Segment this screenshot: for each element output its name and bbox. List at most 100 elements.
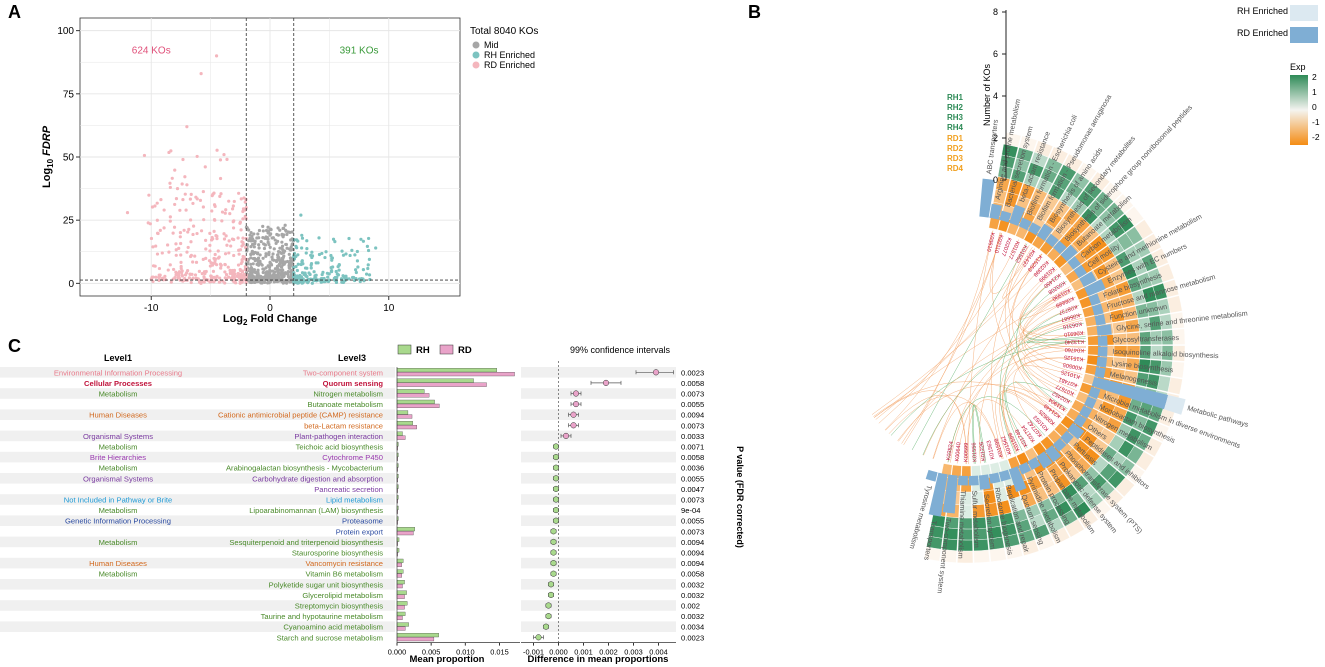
row-level1-label: Organismal Systems	[83, 474, 153, 483]
bar-rd	[396, 584, 403, 589]
point-mid	[253, 250, 257, 255]
point-rd	[219, 266, 223, 270]
point-rd	[198, 198, 203, 203]
point-mid	[288, 278, 292, 283]
point-rh	[300, 236, 305, 240]
bar-rh	[396, 558, 404, 563]
point-rd	[211, 192, 215, 196]
ko-label: K03610	[985, 232, 995, 252]
point-mid	[257, 243, 261, 247]
diff-point	[552, 496, 560, 503]
point-rd	[191, 260, 195, 264]
ko-label: K00599	[964, 443, 970, 462]
point-rd	[185, 125, 189, 129]
point-rd	[160, 251, 164, 255]
row-level3-label: Plant-pathogen interaction	[294, 432, 383, 441]
point-rd	[204, 238, 208, 243]
point-mid	[247, 239, 251, 243]
pathway-bar	[1084, 279, 1106, 297]
stamp-col-level3: Level3	[338, 353, 366, 363]
point-rd	[217, 280, 222, 284]
row-p-value: 0.0023	[681, 368, 704, 377]
legend-rh: RH	[416, 345, 430, 356]
ko-label: K02110	[993, 234, 1004, 254]
row-p-value: 0.002	[681, 602, 700, 611]
point-mid	[281, 258, 285, 262]
row-p-value: 0.0055	[681, 400, 704, 409]
link-curve	[989, 232, 1035, 294]
point-rd	[236, 275, 240, 279]
point-rd	[186, 230, 190, 234]
heat-cell	[973, 549, 990, 564]
point-rd	[147, 193, 151, 197]
row-level3-label: Teichoic acid biosynthesis	[296, 443, 384, 452]
point-mid	[251, 262, 255, 266]
link-curve	[1002, 390, 1056, 450]
point-rh	[337, 263, 341, 267]
legend-exp-title: Exp	[1290, 62, 1306, 72]
row-p-value: 0.0036	[681, 464, 704, 473]
pathway-bar	[928, 472, 948, 517]
link-curve	[991, 232, 1067, 411]
y-tick-label: 75	[63, 89, 75, 100]
point-rh	[296, 281, 301, 285]
point-rd	[240, 244, 244, 248]
volcano-points	[80, 18, 460, 296]
point-rd	[180, 182, 184, 186]
point-mid	[276, 253, 280, 257]
point-mid	[269, 262, 273, 266]
diff-point	[552, 485, 560, 492]
point-rd	[186, 245, 190, 250]
link-curve	[901, 232, 1003, 444]
sample-label-rd3: RD3	[947, 154, 964, 163]
legend-exp-tick: -1	[1312, 117, 1320, 127]
point-rd	[224, 234, 228, 238]
point-mid	[261, 224, 265, 228]
pathway-bar	[1079, 405, 1093, 419]
legend-exp-bar	[1290, 75, 1308, 145]
point-rd	[125, 211, 130, 215]
row-band	[0, 557, 395, 569]
point-rd	[218, 158, 223, 162]
pathway-bar	[1044, 445, 1062, 463]
point-rh	[296, 239, 300, 243]
point-mid	[280, 268, 285, 272]
point-mid	[249, 262, 253, 266]
point-mid	[272, 258, 276, 262]
pathway-bar	[1018, 461, 1032, 475]
point-rd	[203, 165, 207, 169]
row-level1-label: Human Diseases	[89, 411, 147, 420]
point-rd	[150, 205, 155, 209]
bar-axis-tick-label: 6	[993, 49, 998, 59]
diff-point	[552, 454, 560, 461]
diff-point	[552, 507, 560, 514]
bar-rd	[396, 382, 487, 387]
circos-plot: K03610K02110K02077K01577K01552K01437K152…	[871, 5, 1320, 594]
row-band	[0, 409, 395, 420]
stamp-col-level1: Level1	[104, 353, 132, 363]
point-rd	[183, 192, 187, 196]
point-mid	[256, 268, 260, 272]
pathway-bar	[1036, 451, 1053, 469]
point-rd	[241, 254, 245, 259]
ko-label: K03524	[946, 441, 955, 461]
point-rd	[168, 185, 172, 190]
row-p-value: 0.0055	[681, 517, 704, 526]
point-rd	[213, 259, 217, 263]
point-rd	[208, 243, 212, 247]
point-rd	[183, 175, 187, 179]
point-rd	[219, 192, 223, 196]
point-mid	[273, 238, 277, 242]
row-p-value: 0.0032	[681, 591, 704, 600]
row-band-diff	[521, 579, 676, 590]
row-p-value: 0.0033	[681, 432, 704, 441]
point-rd	[220, 219, 224, 223]
point-rd	[244, 245, 248, 249]
point-rd	[197, 269, 201, 273]
point-rd	[149, 236, 154, 241]
point-mid	[249, 252, 254, 256]
annotation-rd-count: 624 KOs	[132, 45, 171, 56]
point-rd	[174, 248, 178, 252]
point-rd	[189, 218, 193, 222]
point-mid	[284, 228, 288, 232]
